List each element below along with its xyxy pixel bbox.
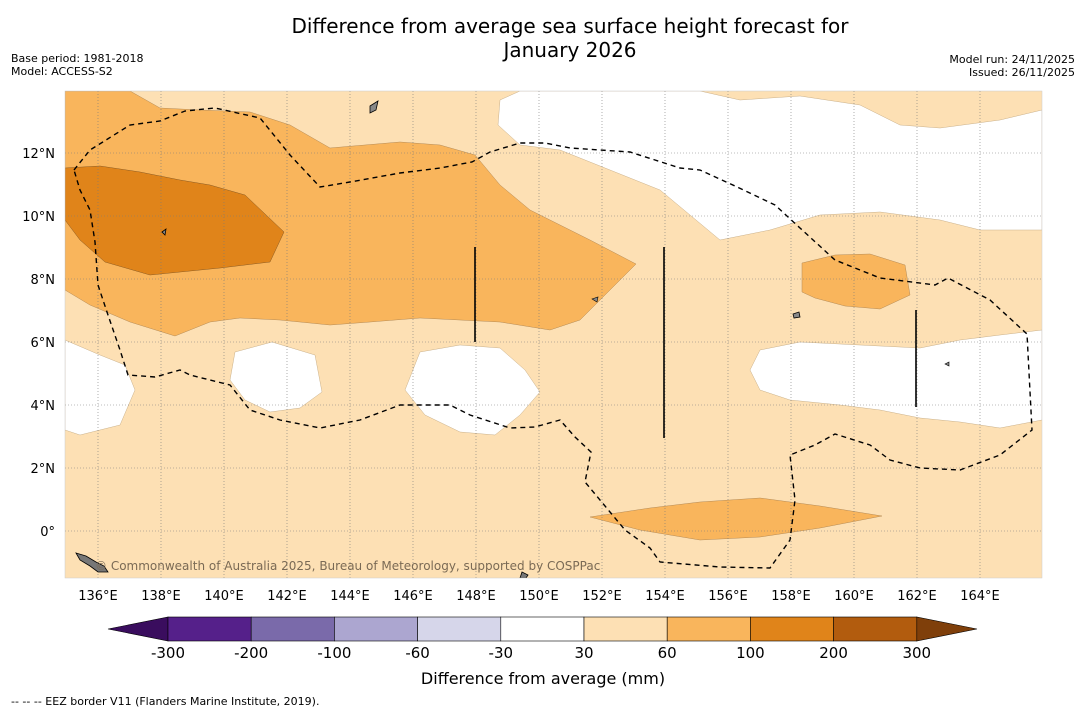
lat-label: 10°N	[22, 210, 55, 225]
gridlines	[65, 91, 1042, 578]
colorbar-tick-label: -300	[151, 644, 185, 662]
colorbar-tick-label: -30	[489, 644, 514, 662]
colorbar-segment	[833, 616, 918, 642]
map-area: © Commonwealth of Australia 2025, Bureau…	[65, 91, 1042, 578]
lon-label: 142°E	[267, 589, 307, 604]
island-yap	[161, 228, 167, 236]
run-info: Model run: 24/11/2025 Issued: 26/11/2025	[949, 53, 1075, 79]
neutral-region-east	[749, 329, 1042, 429]
anomaly-band-60-100-equator	[589, 497, 883, 541]
base-period: Base period: 1981-2018	[11, 52, 144, 65]
model-name: Model: ACCESS-S2	[11, 65, 113, 78]
lon-label: 156°E	[708, 589, 748, 604]
colorbar-extend-low	[107, 616, 169, 642]
anomaly-band-60-100-west	[65, 91, 637, 337]
island-guam	[369, 100, 379, 114]
colorbar-segment	[167, 616, 252, 642]
lat-label: 12°N	[22, 147, 55, 162]
map-frame	[64, 90, 1043, 579]
latitude-labels: 12°N 10°N 8°N 6°N 4°N 2°N 0°	[22, 147, 55, 540]
neutral-region-141e	[229, 341, 323, 413]
lat-label: 8°N	[31, 273, 56, 288]
lon-label: 140°E	[204, 589, 244, 604]
eez-border	[73, 107, 1033, 569]
colorbar-segment	[250, 616, 335, 642]
anomaly-band-100-200	[65, 165, 285, 276]
neutral-region-148e	[404, 344, 541, 436]
lat-label: 4°N	[31, 399, 56, 414]
issued-date: Issued: 26/11/2025	[968, 66, 1075, 79]
neutral-region-west	[65, 339, 136, 436]
lat-label: 6°N	[31, 336, 56, 351]
lon-label: 138°E	[141, 589, 181, 604]
colorbar-segment	[500, 616, 585, 642]
lon-label: 164°E	[960, 589, 1000, 604]
lat-label: 2°N	[31, 462, 56, 477]
colorbar-title: Difference from average (mm)	[421, 669, 665, 688]
title-line-1: Difference from average sea surface heig…	[291, 14, 849, 38]
eez-footnote: -- -- -- EEZ border V11 (Flanders Marine…	[11, 695, 320, 708]
island-new-guinea-coast	[75, 552, 109, 573]
lon-label: 148°E	[456, 589, 496, 604]
lon-label: 150°E	[519, 589, 559, 604]
lon-label: 160°E	[834, 589, 874, 604]
neutral-region-north	[497, 91, 1042, 241]
colorbar-segment	[750, 616, 834, 642]
model-info: Base period: 1981-2018 Model: ACCESS-S2	[11, 52, 143, 78]
island-manus	[519, 571, 529, 578]
lon-label: 154°E	[645, 589, 685, 604]
colorbar-segment	[417, 616, 502, 642]
colorbar-tick-label: 300	[902, 644, 931, 662]
lon-label: 158°E	[771, 589, 811, 604]
lon-label: 162°E	[897, 589, 937, 604]
colorbar-tick-label: -200	[234, 644, 268, 662]
colorbar: -300 -200 -100 -60 -30 30 60 100 200 300	[107, 616, 978, 662]
copyright-credit: © Commonwealth of Australia 2025, Bureau…	[95, 559, 600, 573]
lon-label: 146°E	[393, 589, 433, 604]
island-kosrae	[944, 361, 950, 367]
title-line-2: January 2026	[503, 38, 637, 62]
anomaly-band-60-100-east	[801, 253, 911, 310]
lon-label: 144°E	[330, 589, 370, 604]
colorbar-segment	[334, 616, 418, 642]
map-title: Difference from average sea surface heig…	[200, 14, 940, 62]
lon-label: 136°E	[78, 589, 118, 604]
lat-label: 0°	[40, 525, 55, 540]
model-run: Model run: 24/11/2025	[949, 53, 1075, 66]
colorbar-tick-label: -60	[405, 644, 430, 662]
island-pohnpei	[792, 311, 801, 319]
colorbar-tick-label: 100	[736, 644, 765, 662]
colorbar-tick-label: 30	[574, 644, 593, 662]
colorbar-segment	[666, 616, 751, 642]
colorbar-tick-label: 200	[819, 644, 848, 662]
colorbar-extend-high	[916, 616, 978, 642]
colorbar-tick-label: -100	[317, 644, 351, 662]
lon-label: 152°E	[582, 589, 622, 604]
colorbar-segment	[583, 616, 668, 642]
island-chuuk	[591, 296, 599, 303]
colorbar-tick-label: 60	[658, 644, 677, 662]
longitude-labels: 136°E 138°E 140°E 142°E 144°E 146°E 148°E 150°E…	[78, 589, 1000, 604]
